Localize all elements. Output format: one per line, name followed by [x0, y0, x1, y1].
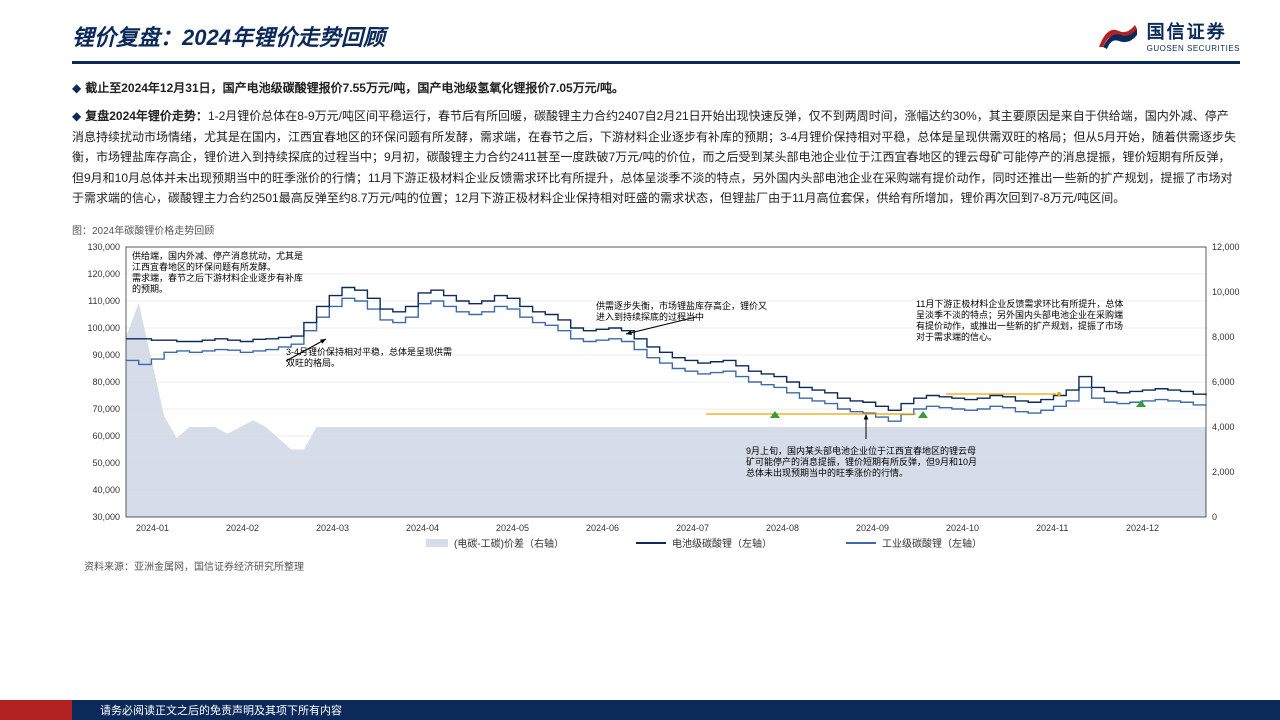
svg-text:2024-11: 2024-11 — [1036, 523, 1068, 533]
svg-text:电池级碳酸锂（左轴）: 电池级碳酸锂（左轴） — [672, 537, 772, 549]
svg-text:2024-08: 2024-08 — [766, 523, 799, 533]
svg-text:2,000: 2,000 — [1212, 467, 1235, 477]
svg-text:60,000: 60,000 — [92, 431, 120, 441]
chart-title: 图：2024年碳酸锂价格走势回顾 — [0, 222, 1280, 237]
svg-text:2024-10: 2024-10 — [946, 523, 979, 533]
footer-disclaimer: 请务必阅读正文之后的免责声明及其项下所有内容 — [100, 702, 342, 718]
svg-text:供需逐步失衡，市场锂盐库存高企，锂价又: 供需逐步失衡，市场锂盐库存高企，锂价又 — [596, 300, 767, 311]
footer-bar-accent — [0, 700, 72, 720]
svg-text:呈淡季不淡的特点；另外国内头部电池企业在采购端: 呈淡季不淡的特点；另外国内头部电池企业在采购端 — [916, 309, 1123, 320]
svg-text:50,000: 50,000 — [92, 458, 120, 468]
svg-text:矿可能停产的消息提振，锂价短期有所反弹，但9月和10月: 矿可能停产的消息提振，锂价短期有所反弹，但9月和10月 — [746, 456, 977, 467]
svg-text:6,000: 6,000 — [1212, 377, 1235, 387]
svg-text:110,000: 110,000 — [88, 296, 120, 306]
svg-text:总体未出现预期当中的旺季涨价的行情。: 总体未出现预期当中的旺季涨价的行情。 — [746, 467, 908, 478]
logo-en: GUOSEN SECURITIES — [1147, 44, 1240, 53]
svg-text:11月下游正极材料企业反馈需求环比有所提升，总体: 11月下游正极材料企业反馈需求环比有所提升，总体 — [916, 298, 1123, 309]
svg-text:10,000: 10,000 — [1212, 287, 1240, 297]
svg-text:30,000: 30,000 — [92, 512, 120, 522]
svg-text:2024-07: 2024-07 — [676, 523, 709, 533]
svg-text:2024-01: 2024-01 — [136, 523, 169, 533]
svg-text:2024-12: 2024-12 — [1126, 523, 1159, 533]
svg-text:130,000: 130,000 — [87, 242, 120, 252]
logo-cn: 国信证券 — [1147, 18, 1240, 44]
source-text: 资料来源：亚洲金属网，国信证券经济研究所整理 — [0, 558, 1280, 573]
svg-text:对于需求端的信心。: 对于需求端的信心。 — [916, 331, 997, 342]
svg-text:120,000: 120,000 — [87, 269, 120, 279]
svg-text:2024-02: 2024-02 — [226, 523, 259, 533]
svg-text:2024-05: 2024-05 — [496, 523, 529, 533]
svg-text:工业级碳酸锂（左轴）: 工业级碳酸锂（左轴） — [882, 537, 982, 549]
svg-text:8,000: 8,000 — [1212, 332, 1235, 342]
svg-text:0: 0 — [1212, 512, 1217, 522]
bullet-2: ◆复盘2024年锂价走势：1-2月锂价总体在8-9万元/吨区间平稳运行，春节后有… — [72, 106, 1240, 208]
svg-text:80,000: 80,000 — [92, 377, 120, 387]
svg-text:有提价动作，或推出一些新的扩产规划，提振了市场: 有提价动作，或推出一些新的扩产规划，提振了市场 — [916, 320, 1123, 331]
bullet-1: ◆截止至2024年12月31日，国产电池级碳酸锂报价7.55万元/吨，国产电池级… — [72, 78, 1240, 98]
svg-text:进入到持续探底的过程当中: 进入到持续探底的过程当中 — [596, 311, 704, 322]
svg-text:供给端，国内外减、停产消息扰动，尤其是: 供给端，国内外减、停产消息扰动，尤其是 — [132, 250, 303, 261]
svg-text:2024-09: 2024-09 — [856, 523, 889, 533]
svg-text:9月上旬，国内某头部电池企业位于江西宜春地区的锂云母: 9月上旬，国内某头部电池企业位于江西宜春地区的锂云母 — [746, 445, 976, 456]
svg-text:(电碳-工碳)价差（右轴）: (电碳-工碳)价差（右轴） — [454, 537, 564, 549]
logo: 国信证券 GUOSEN SECURITIES — [1097, 18, 1240, 53]
svg-text:的预期。: 的预期。 — [132, 283, 168, 294]
svg-text:江西宜春地区的环保问题有所发酵。: 江西宜春地区的环保问题有所发酵。 — [132, 261, 276, 272]
svg-text:双旺的格局。: 双旺的格局。 — [286, 357, 340, 368]
svg-text:70,000: 70,000 — [92, 404, 120, 414]
svg-text:4,000: 4,000 — [1212, 422, 1235, 432]
svg-text:2024-03: 2024-03 — [316, 523, 349, 533]
page-title: 锂价复盘：2024年锂价走势回顾 — [72, 20, 385, 52]
svg-text:100,000: 100,000 — [87, 323, 120, 333]
svg-text:90,000: 90,000 — [92, 350, 120, 360]
svg-text:40,000: 40,000 — [92, 485, 120, 495]
svg-text:2024-04: 2024-04 — [406, 523, 439, 533]
svg-text:2024-06: 2024-06 — [586, 523, 619, 533]
price-chart: 30,000 40,000 50,000 60,000 70,000 80,000 90,0… — [72, 239, 1240, 554]
svg-text:12,000: 12,000 — [1212, 242, 1240, 252]
logo-icon — [1097, 21, 1139, 51]
svg-text:需求端，春节之后下游材料企业逐步有补库: 需求端，春节之后下游材料企业逐步有补库 — [132, 272, 303, 283]
